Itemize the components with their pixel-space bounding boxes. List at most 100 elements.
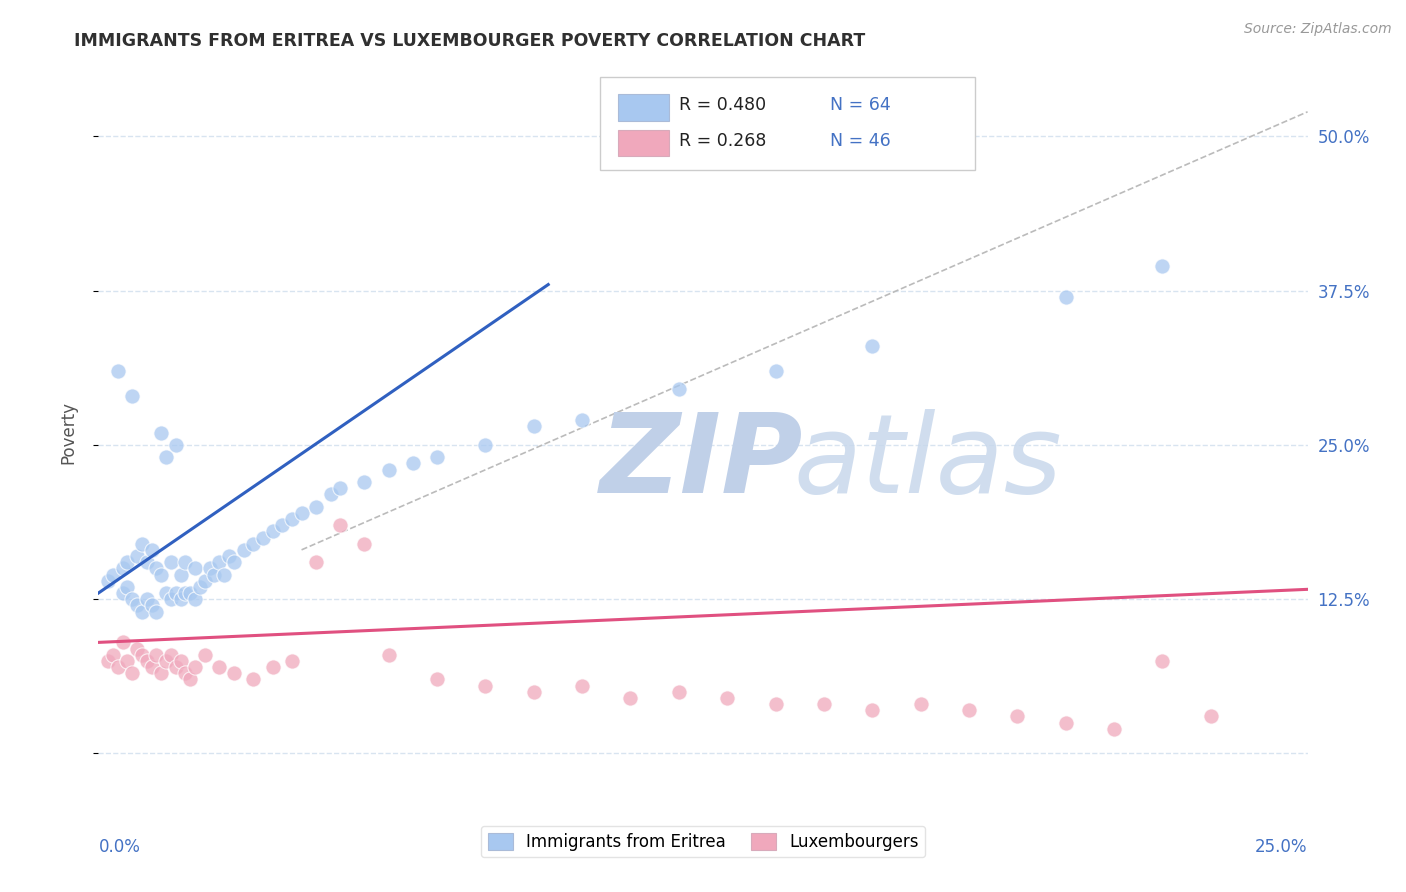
Point: [1102, 722, 1125, 736]
Point: [160, 555, 183, 569]
Point: [121, 592, 143, 607]
Point: [212, 567, 235, 582]
Point: [111, 561, 134, 575]
Point: [329, 481, 352, 495]
Point: [131, 605, 153, 619]
Point: [329, 518, 352, 533]
Point: [474, 679, 496, 693]
Text: IMMIGRANTS FROM ERITREA VS LUXEMBOURGER POVERTY CORRELATION CHART: IMMIGRANTS FROM ERITREA VS LUXEMBOURGER …: [75, 32, 866, 50]
Point: [571, 413, 593, 427]
Point: [127, 549, 149, 563]
Point: [218, 549, 240, 563]
Point: [101, 567, 124, 582]
Point: [141, 599, 163, 613]
Point: [135, 592, 157, 607]
Point: [377, 462, 399, 476]
Point: [127, 641, 149, 656]
Point: [101, 648, 124, 662]
Point: [813, 697, 835, 711]
Point: [668, 685, 690, 699]
Text: R = 0.268: R = 0.268: [679, 132, 766, 150]
Point: [135, 555, 157, 569]
Point: [179, 673, 201, 687]
Point: [131, 536, 153, 550]
Point: [141, 542, 163, 557]
Point: [174, 586, 197, 600]
Text: 0.0%: 0.0%: [98, 838, 141, 856]
Point: [353, 475, 375, 489]
Text: N = 46: N = 46: [830, 132, 891, 150]
Legend: Immigrants from Eritrea, Luxembourgers: Immigrants from Eritrea, Luxembourgers: [481, 826, 925, 857]
Point: [155, 450, 177, 465]
Text: 25.0%: 25.0%: [1256, 838, 1308, 856]
Point: [127, 599, 149, 613]
Point: [145, 648, 167, 662]
Point: [145, 561, 167, 575]
Point: [165, 660, 187, 674]
Point: [232, 542, 254, 557]
Point: [208, 555, 231, 569]
Point: [957, 703, 980, 717]
Point: [1152, 654, 1174, 668]
Point: [716, 690, 738, 705]
Point: [204, 567, 226, 582]
Point: [242, 673, 264, 687]
Point: [160, 648, 183, 662]
Point: [174, 555, 197, 569]
Text: Source: ZipAtlas.com: Source: ZipAtlas.com: [1244, 22, 1392, 37]
Point: [281, 512, 304, 526]
Point: [765, 364, 787, 378]
Point: [305, 555, 328, 569]
Point: [271, 518, 294, 533]
Point: [184, 660, 207, 674]
Text: N = 64: N = 64: [830, 96, 891, 114]
Point: [165, 438, 187, 452]
Point: [169, 567, 191, 582]
Point: [426, 450, 449, 465]
Point: [222, 555, 245, 569]
Point: [117, 580, 139, 594]
Point: [353, 536, 375, 550]
Point: [179, 586, 201, 600]
Point: [619, 690, 641, 705]
Point: [262, 524, 284, 539]
Point: [1152, 259, 1174, 273]
Point: [97, 654, 120, 668]
Point: [910, 697, 932, 711]
Point: [198, 561, 221, 575]
Point: [377, 648, 399, 662]
Point: [860, 339, 883, 353]
Text: atlas: atlas: [793, 409, 1063, 516]
Point: [319, 487, 342, 501]
Point: [135, 654, 157, 668]
Point: [145, 605, 167, 619]
Y-axis label: Poverty: Poverty: [59, 401, 77, 464]
Point: [668, 383, 690, 397]
Point: [155, 654, 177, 668]
Point: [107, 364, 129, 378]
Point: [155, 586, 177, 600]
Text: R = 0.480: R = 0.480: [679, 96, 766, 114]
Point: [474, 438, 496, 452]
Point: [523, 685, 546, 699]
Point: [169, 592, 191, 607]
Point: [222, 666, 245, 681]
FancyBboxPatch shape: [619, 95, 669, 121]
Point: [262, 660, 284, 674]
Point: [184, 561, 207, 575]
Point: [169, 654, 191, 668]
Point: [107, 660, 129, 674]
Point: [117, 654, 139, 668]
Point: [131, 648, 153, 662]
Point: [523, 419, 546, 434]
Point: [1054, 290, 1077, 304]
Point: [1054, 715, 1077, 730]
Point: [111, 586, 134, 600]
Point: [194, 574, 217, 588]
Point: [121, 666, 143, 681]
Point: [305, 500, 328, 514]
Point: [174, 666, 197, 681]
Point: [281, 654, 304, 668]
Point: [165, 586, 187, 600]
Point: [1199, 709, 1222, 723]
